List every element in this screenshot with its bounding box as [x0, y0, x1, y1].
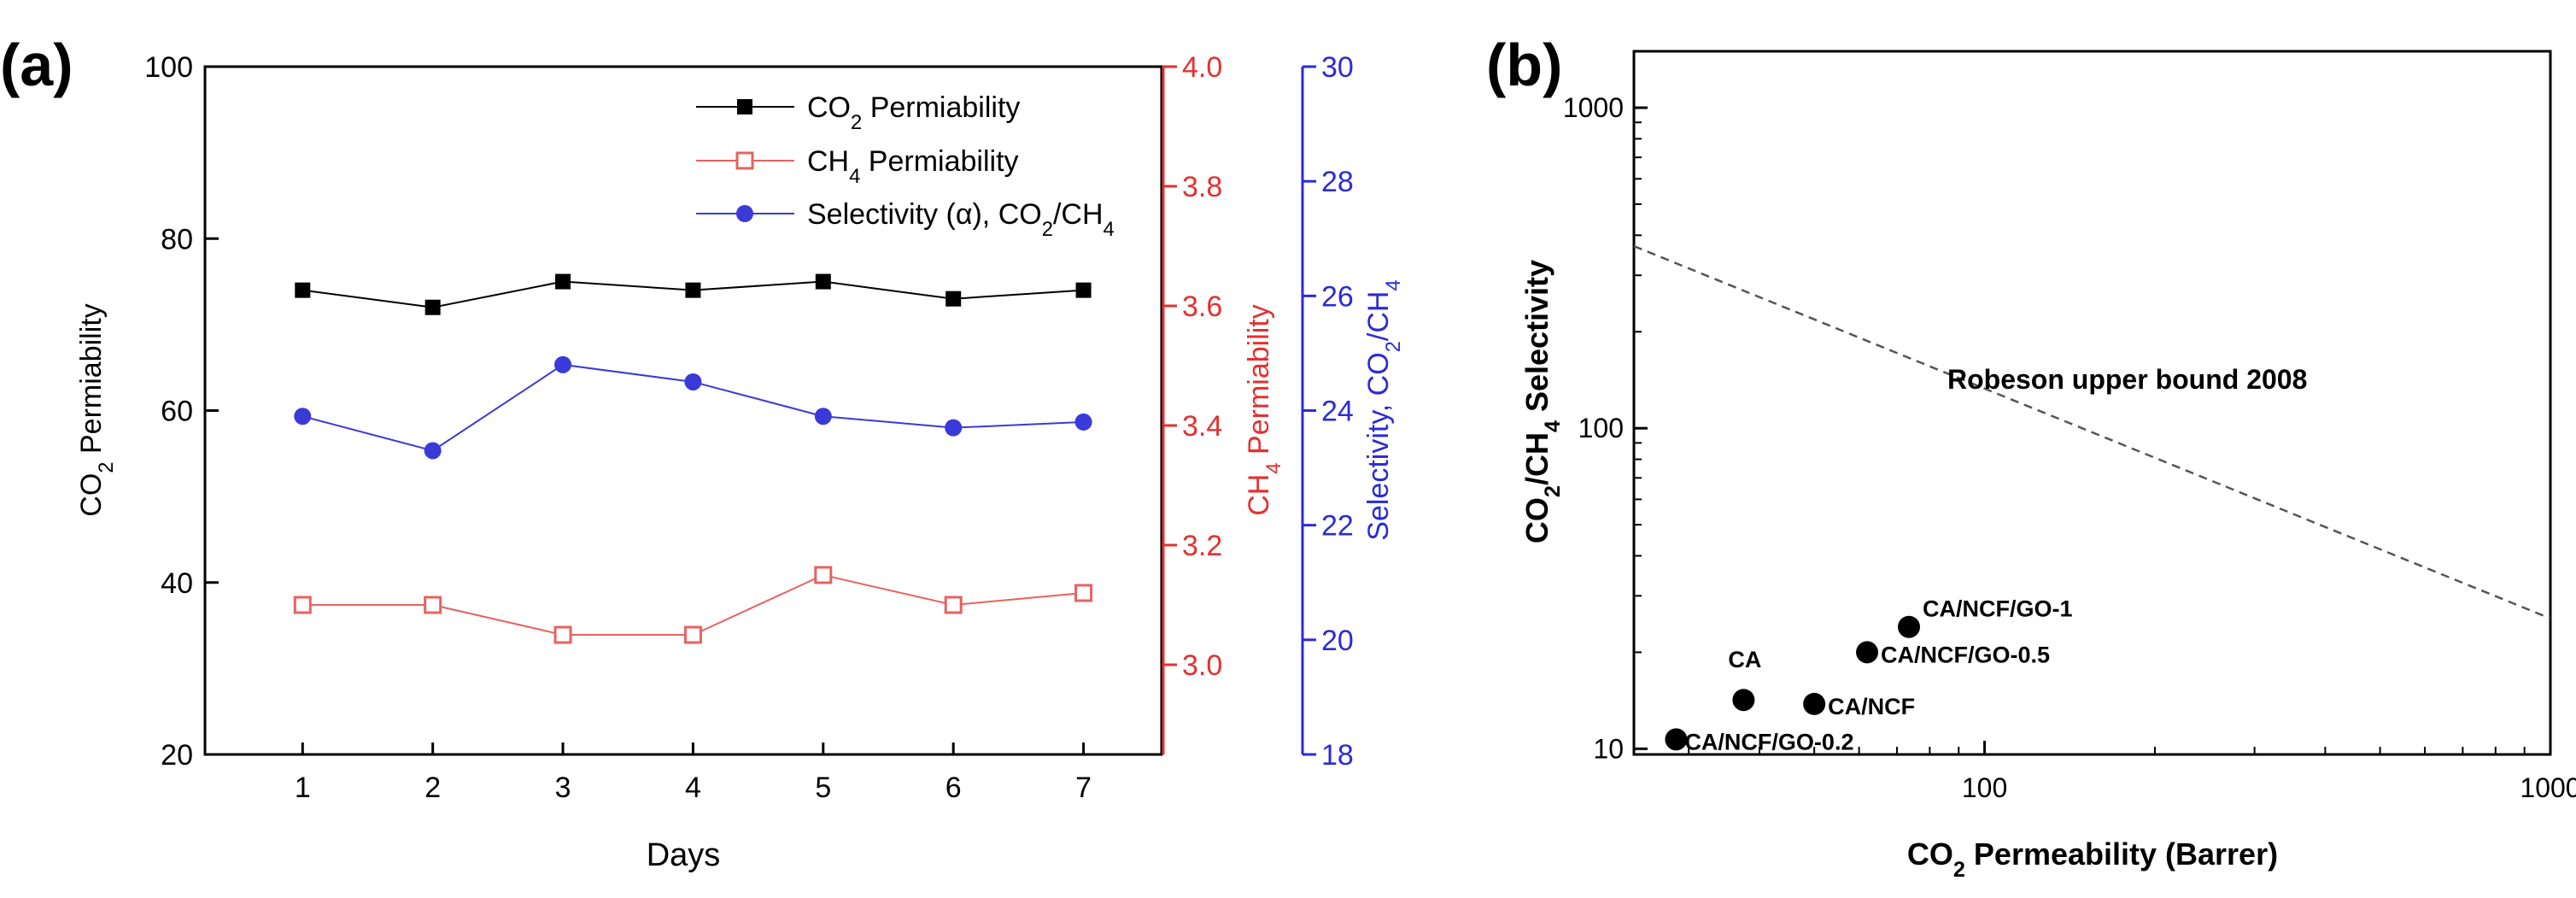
robeson-bound [1633, 244, 2551, 619]
ch4-point [683, 625, 702, 644]
x-axis-label-days: Days [647, 837, 721, 873]
ch4-point [424, 596, 442, 614]
sel-point [294, 408, 312, 426]
y-tick-label: 1000 [1563, 92, 1624, 123]
y-axis-label-selectivity: CO2/CH4 Selectivity [1519, 260, 1565, 543]
panel-a: (a) Days 1 2 3 4 5 6 7 20 40 60 80 100 3.0 3.2 3.4 3.6 3… [0, 32, 1405, 873]
panel-a-ticks: 1 2 3 4 5 6 7 20 40 60 80 100 3.0 3.2 3.4 3.6 3.8 4.0 18 20… [144, 51, 1354, 804]
x-tick-label: 1000 [2520, 772, 2576, 803]
sel-point [945, 419, 963, 437]
y-left-tick-label: 60 [161, 396, 193, 428]
panel-b-label: (b) [1486, 32, 1562, 98]
legend-sel-label: Selectivity (α), CO2/CH4 [807, 198, 1115, 241]
co2-point [555, 273, 571, 290]
scatter-point [1856, 641, 1879, 664]
y-blue-tick-label: 26 [1321, 280, 1354, 313]
y-left-tick-label: 100 [144, 51, 193, 84]
panel-b-plot-frame [1632, 50, 2552, 756]
legend-sel-marker [736, 205, 753, 222]
panel-b-axis-titles: CO2 Permeability (Barrer) CO2/CH4 Selecti… [1519, 260, 2278, 882]
y-red-tick-label: 4.0 [1182, 51, 1222, 84]
scatter-point [1897, 615, 1920, 638]
legend-co2-label: CO2 Permiability [807, 91, 1020, 134]
y-red-tick-label: 3.4 [1182, 410, 1222, 443]
x-tick-label: 100 [1962, 772, 2007, 803]
y-blue-tick-label: 20 [1321, 625, 1354, 657]
ch4-point [1074, 584, 1093, 602]
ch4-point [293, 596, 312, 614]
panel-b-ticks: 100 1000 10 100 1000 [1563, 92, 2576, 803]
y-axis-label-co2: CO2 Permiability [75, 303, 118, 516]
x-tick-label: 2 [424, 772, 441, 804]
ch4-point [944, 596, 963, 614]
y-blue-tick-label: 22 [1321, 510, 1354, 543]
co2-point [946, 291, 962, 307]
panel-b: (b) 100 1000 10 100 1000 Robeson upper bound… [1486, 32, 2576, 882]
co2-point [1075, 282, 1092, 298]
y-red-tick-label: 3.0 [1182, 649, 1222, 682]
y-left-tick-label: 80 [161, 223, 193, 255]
y-red-tick-label: 3.2 [1182, 530, 1222, 562]
panel-a-axis-titles: CO2 Permiability CH4 Permiability Selectiv… [75, 279, 1405, 540]
sel-point [554, 355, 572, 373]
scatter-point-label: CA/NCF [1828, 694, 1915, 719]
legend-ch4-marker [735, 151, 754, 170]
y-tick-label: 100 [1578, 413, 1624, 443]
y-blue-tick-label: 28 [1321, 166, 1354, 198]
co2-point [424, 299, 441, 315]
scatter-point [1665, 728, 1688, 751]
panel-a-series [293, 273, 1093, 644]
sel-point [684, 373, 702, 390]
y-axis-label-selectivity: Selectivity, CO2/CH4 [1362, 279, 1405, 540]
x-tick-label: 6 [946, 772, 962, 804]
ch4-point [553, 625, 572, 644]
y-red-tick-label: 3.6 [1182, 291, 1222, 323]
y-axis-label-ch4: CH4 Permiability [1243, 304, 1285, 516]
scatter-point-label: CA/NCF/GO-0.2 [1684, 729, 1853, 754]
co2-point [685, 282, 701, 298]
scatter-point-label: CA [1728, 647, 1761, 672]
x-tick-label: 3 [555, 772, 571, 804]
y-blue-tick-label: 18 [1321, 739, 1354, 772]
y-tick-label: 10 [1593, 733, 1624, 764]
sel-point [424, 442, 442, 460]
y-red-tick-label: 3.8 [1182, 171, 1222, 203]
x-tick-label: 4 [685, 772, 701, 804]
co2-point [295, 282, 311, 298]
y-blue-tick-label: 30 [1321, 51, 1354, 84]
scatter-point-label: CA/NCF/GO-0.5 [1881, 642, 2050, 667]
panel-a-label: (a) [0, 32, 73, 98]
sel-point [814, 408, 832, 426]
y-left-tick-label: 40 [161, 567, 193, 600]
x-tick-label: 5 [815, 772, 831, 804]
legend: CO2 Permiability CH4 Permiability Selectiv… [696, 91, 1115, 241]
ch4-point [814, 566, 833, 584]
scatter-point [1732, 689, 1755, 712]
scatter-point-label: CA/NCF/GO-1 [1923, 596, 2073, 622]
y-blue-tick-label: 24 [1321, 396, 1354, 428]
x-tick-label: 1 [295, 772, 311, 804]
robeson-bound-label: Robeson upper bound 2008 [1947, 364, 2307, 395]
legend-ch4-label: CH4 Permiability [807, 145, 1019, 188]
x-tick-label: 7 [1075, 772, 1092, 804]
scatter-point [1803, 692, 1826, 715]
robeson-bound-line [1633, 244, 2551, 619]
co2-point [815, 273, 831, 290]
sel-point [1074, 413, 1092, 431]
x-axis-label-permeability: CO2 Permeability (Barrer) [1907, 836, 2278, 882]
panel-b-points: CA CA/NCF CA/NCF/GO-0.2 CA/NCF/GO-0.5 CA/NCF… [1665, 596, 2073, 754]
y-left-tick-label: 20 [161, 739, 193, 772]
legend-co2-marker [737, 99, 752, 114]
